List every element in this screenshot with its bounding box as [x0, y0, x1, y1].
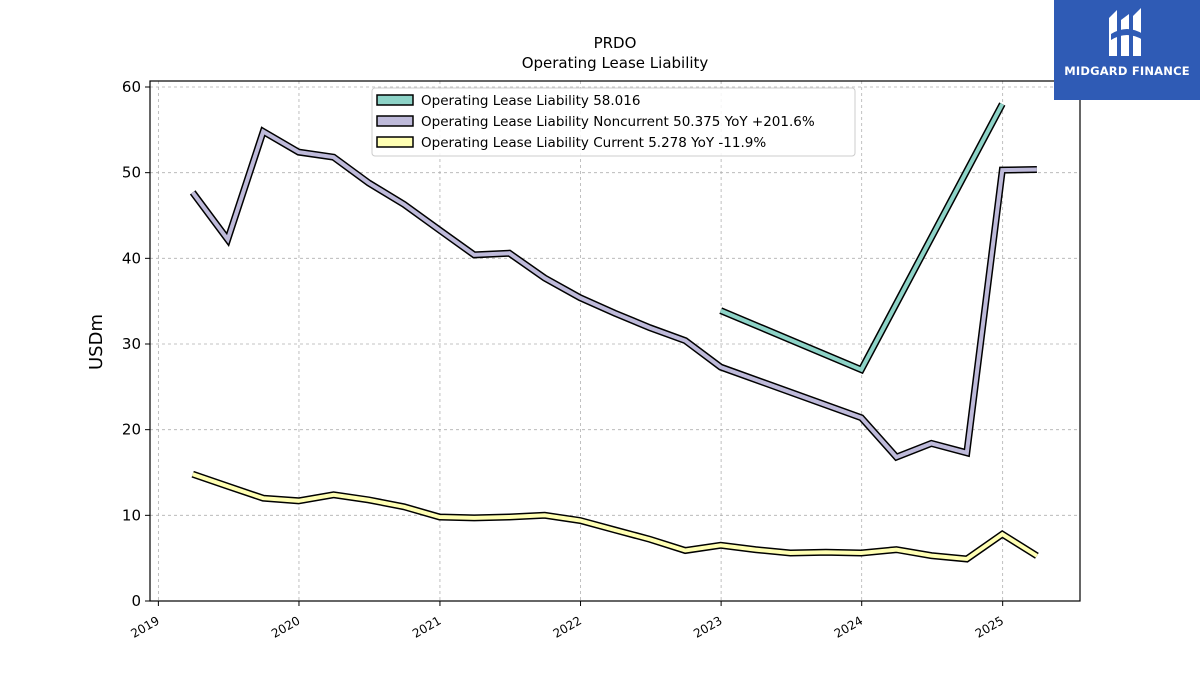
y-tick-label: 20: [122, 421, 141, 439]
plot-frame: [149, 80, 1081, 602]
brand-logo: MIDGARD FINANCE: [1054, 0, 1200, 100]
y-tick-label: 0: [131, 592, 141, 610]
legend-swatch: [376, 136, 414, 148]
series-layer: [189, 102, 1039, 563]
series-path: [191, 128, 1037, 460]
chart-title: PRDO: [594, 34, 637, 52]
chart-subtitle: Operating Lease Liability: [522, 54, 709, 72]
series-line-3: [191, 470, 1039, 563]
series-path: [719, 103, 1005, 373]
x-tick-label: 2023: [691, 613, 724, 640]
brand-name: MIDGARD FINANCE: [1064, 64, 1190, 78]
series-line-2: [189, 126, 1037, 462]
x-tick-label: 2019: [128, 613, 161, 640]
legend-item: Operating Lease Liability Current 5.278 …: [376, 135, 766, 151]
y-tick-label: 40: [122, 249, 141, 267]
y-tick-label: 30: [122, 335, 141, 353]
logo-mark-icon: [1109, 8, 1143, 56]
grid: [150, 81, 1080, 602]
y-axis: 0 10 20 30 40 50 60: [122, 78, 150, 610]
legend-box: [371, 87, 856, 157]
series-outline: [189, 126, 1037, 462]
legend: Operating Lease Liability 58.016 Operatin…: [371, 87, 856, 157]
series-path: [192, 472, 1038, 562]
series-line-1: [719, 102, 1006, 375]
y-tick-label: 50: [122, 164, 141, 182]
x-tick-label: 2025: [973, 613, 1006, 640]
legend-swatch: [376, 94, 414, 106]
y-axis-label: USDm: [86, 314, 107, 370]
x-tick-label: 2022: [551, 613, 584, 640]
x-tick-label: 2024: [832, 613, 865, 640]
x-tick-label: 2021: [410, 613, 443, 640]
legend-item: Operating Lease Liability Noncurrent 50.…: [376, 114, 815, 130]
legend-label: Operating Lease Liability 58.016: [421, 93, 640, 109]
x-axis: 2019 2020 2021 2022 2023 2024 2025: [128, 601, 1006, 641]
legend-item: Operating Lease Liability 58.016: [376, 93, 640, 109]
series-outline: [191, 470, 1039, 563]
y-tick-label: 10: [122, 506, 141, 524]
legend-label: Operating Lease Liability Current 5.278 …: [421, 135, 766, 151]
y-tick-label: 60: [122, 78, 141, 96]
legend-swatch: [376, 115, 414, 127]
legend-label: Operating Lease Liability Noncurrent 50.…: [421, 114, 815, 130]
x-tick-label: 2020: [269, 613, 302, 640]
